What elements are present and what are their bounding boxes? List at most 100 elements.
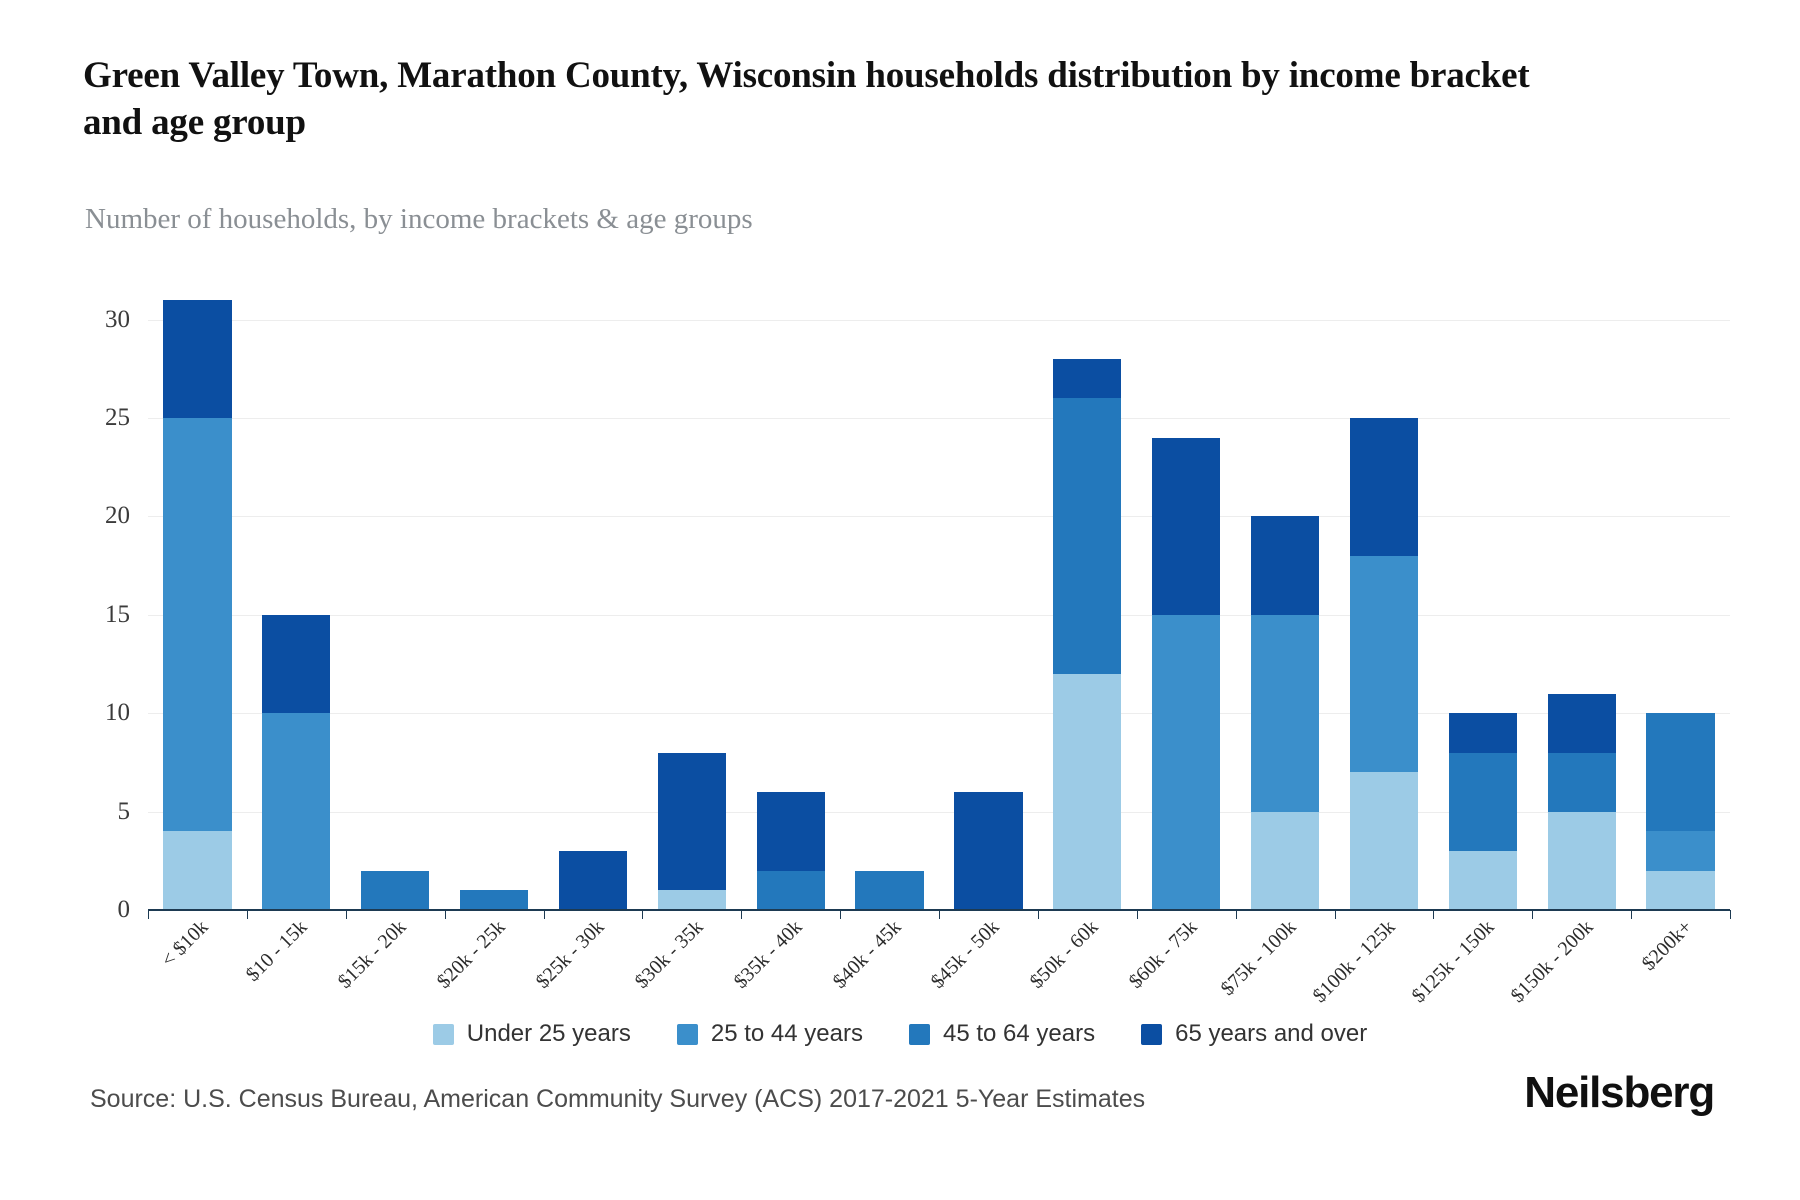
bar-segment[interactable] [163, 418, 232, 832]
page-title: Green Valley Town, Marathon County, Wisc… [83, 55, 1530, 144]
x-axis-tick [444, 910, 446, 919]
x-axis-tick [1730, 910, 1731, 919]
x-axis-tick [741, 910, 743, 919]
x-axis-tick [840, 910, 842, 919]
legend-label: 45 to 64 years [942, 1020, 1096, 1047]
stacked-bar[interactable] [1152, 437, 1221, 910]
bar-slot [840, 300, 939, 910]
bar-slot [1631, 300, 1730, 910]
legend-item[interactable]: 65 years and over [1141, 1020, 1367, 1048]
legend-label: 25 to 44 years [710, 1020, 863, 1047]
legend-label: 65 years and over [1175, 1020, 1368, 1047]
x-axis-tick-label: $35k - 40k [729, 916, 807, 993]
stacked-bar[interactable] [1547, 693, 1616, 910]
stacked-bar[interactable] [756, 791, 825, 910]
x-axis-tick [543, 910, 545, 919]
bar-segment[interactable] [1448, 752, 1517, 851]
bar-segment[interactable] [1646, 831, 1715, 871]
bar-segment[interactable] [1053, 359, 1122, 399]
bar-segment[interactable] [1250, 614, 1320, 812]
bar-slot [1137, 300, 1236, 910]
x-axis-tick-label: $30k - 35k [630, 916, 708, 993]
bar-segment[interactable] [756, 791, 825, 871]
bar-segment[interactable] [756, 870, 825, 910]
bar-slot [1532, 300, 1631, 910]
y-axis-tick-label: 30 [105, 305, 130, 333]
bar-segment[interactable] [1349, 772, 1419, 910]
source-note: Source: U.S. Census Bureau, American Com… [90, 1085, 1146, 1113]
x-axis-tick [1037, 910, 1039, 919]
legend-item[interactable]: Under 25 years [432, 1020, 631, 1048]
legend-item[interactable]: 45 to 64 years [908, 1020, 1096, 1048]
bars-container [148, 300, 1730, 910]
x-axis-tick-label: $45k - 50k [927, 916, 1004, 993]
bar-segment[interactable] [1547, 811, 1616, 910]
bar-segment[interactable] [558, 850, 628, 910]
stacked-bar[interactable] [163, 300, 232, 910]
gridline [148, 811, 1730, 813]
stacked-bar[interactable] [855, 870, 924, 910]
bar-segment[interactable] [1349, 555, 1419, 773]
stacked-bar[interactable] [1448, 713, 1517, 910]
bar-segment[interactable] [1646, 713, 1715, 832]
x-axis-tick [246, 910, 248, 919]
bar-segment[interactable] [163, 831, 232, 910]
bar-segment[interactable] [1250, 811, 1320, 910]
x-axis-tick-label: $20k - 25k [432, 916, 510, 993]
x-axis-tick-label: $50k - 60k [1026, 916, 1103, 993]
bar-segment[interactable] [459, 890, 529, 910]
legend-swatch [908, 1023, 930, 1045]
stacked-bar[interactable] [657, 752, 726, 910]
x-axis-tick [1433, 910, 1435, 919]
stacked-bar[interactable] [262, 614, 331, 910]
page-subtitle: Number of households, by income brackets… [85, 203, 753, 235]
bar-slot [148, 300, 247, 910]
bar-segment[interactable] [657, 890, 726, 910]
stacked-bar[interactable] [361, 870, 430, 910]
stacked-bar[interactable] [558, 850, 628, 910]
bar-segment[interactable] [1349, 418, 1419, 556]
stacked-bar[interactable] [1250, 516, 1320, 910]
bar-segment[interactable] [1053, 398, 1122, 674]
stacked-bar[interactable] [1053, 359, 1122, 910]
bar-segment[interactable] [1250, 516, 1320, 615]
bar-segment[interactable] [1448, 850, 1517, 910]
bar-segment[interactable] [1053, 673, 1122, 910]
y-axis-tick-label: 15 [105, 600, 130, 628]
bar-segment[interactable] [855, 870, 924, 910]
bar-segment[interactable] [262, 713, 331, 910]
bar-segment[interactable] [262, 614, 331, 714]
legend-swatch [676, 1023, 698, 1045]
x-axis-tick [148, 910, 149, 919]
bar-segment[interactable] [1646, 870, 1715, 910]
bar-slot [642, 300, 741, 910]
x-axis-tick [1334, 910, 1336, 919]
x-axis-tick [1532, 910, 1534, 919]
legend-label: Under 25 years [466, 1020, 631, 1047]
x-axis-tick [939, 910, 940, 919]
stacked-bar[interactable] [954, 791, 1023, 910]
brand-logo: Neilsberg [1524, 1068, 1715, 1117]
bar-segment[interactable] [1152, 437, 1221, 615]
x-axis-tick-label: $60k - 75k [1124, 916, 1202, 993]
bar-segment[interactable] [163, 300, 232, 419]
legend-item[interactable]: 25 to 44 years [676, 1020, 863, 1048]
bar-segment[interactable] [361, 870, 430, 910]
stacked-bar[interactable] [1646, 713, 1715, 910]
y-axis-tick-label: 25 [105, 404, 130, 432]
bar-segment[interactable] [1448, 713, 1517, 753]
bar-segment[interactable] [1152, 614, 1221, 910]
gridline [148, 614, 1730, 616]
bar-segment[interactable] [657, 752, 726, 891]
gridline [148, 319, 1730, 321]
x-axis-tick [1631, 910, 1633, 919]
bar-slot [939, 300, 1038, 910]
bar-segment[interactable] [1547, 752, 1616, 812]
y-axis-tick-label: 5 [117, 797, 131, 825]
bar-segment[interactable] [954, 791, 1023, 910]
bar-segment[interactable] [1547, 693, 1616, 753]
stacked-bar[interactable] [1349, 418, 1419, 910]
stacked-bar[interactable] [459, 890, 529, 910]
x-axis-tick [1235, 910, 1237, 919]
